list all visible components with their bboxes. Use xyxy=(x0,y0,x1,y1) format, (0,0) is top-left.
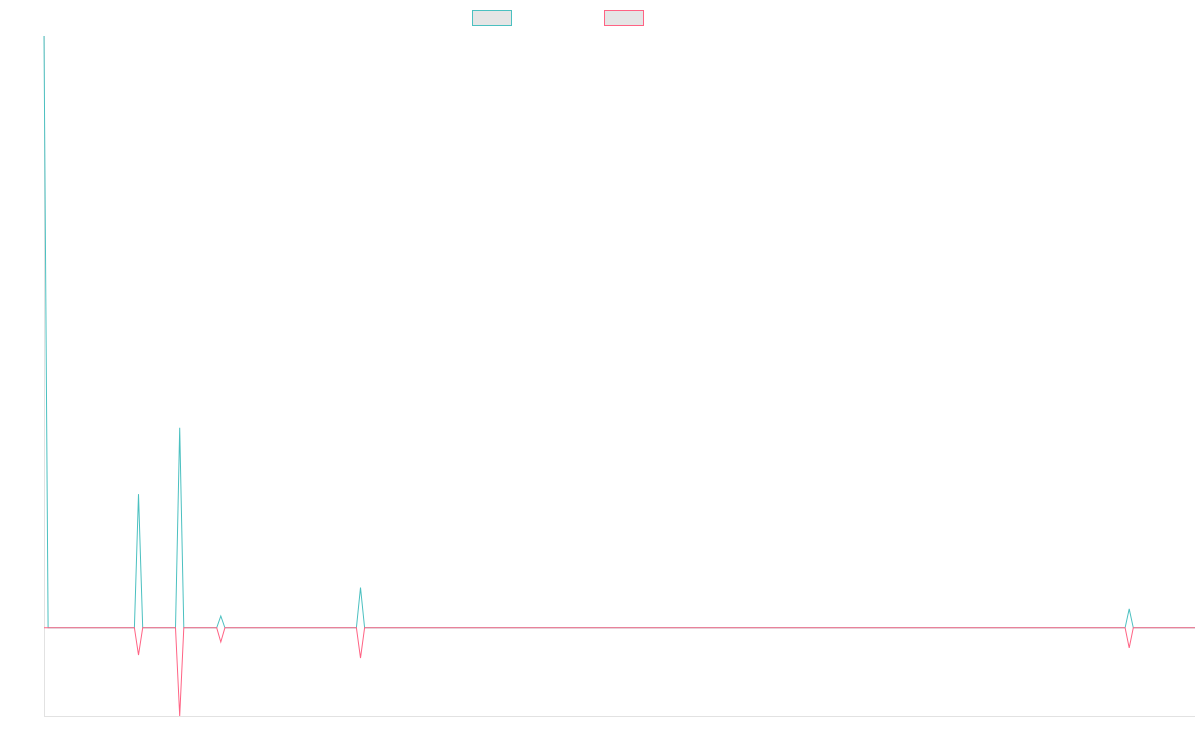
series-line-1 xyxy=(44,627,1195,717)
legend-swatch-0[interactable] xyxy=(472,10,512,26)
legend-swatch-1[interactable] xyxy=(604,10,644,26)
series-line-0 xyxy=(43,35,1195,629)
legend xyxy=(472,10,644,26)
